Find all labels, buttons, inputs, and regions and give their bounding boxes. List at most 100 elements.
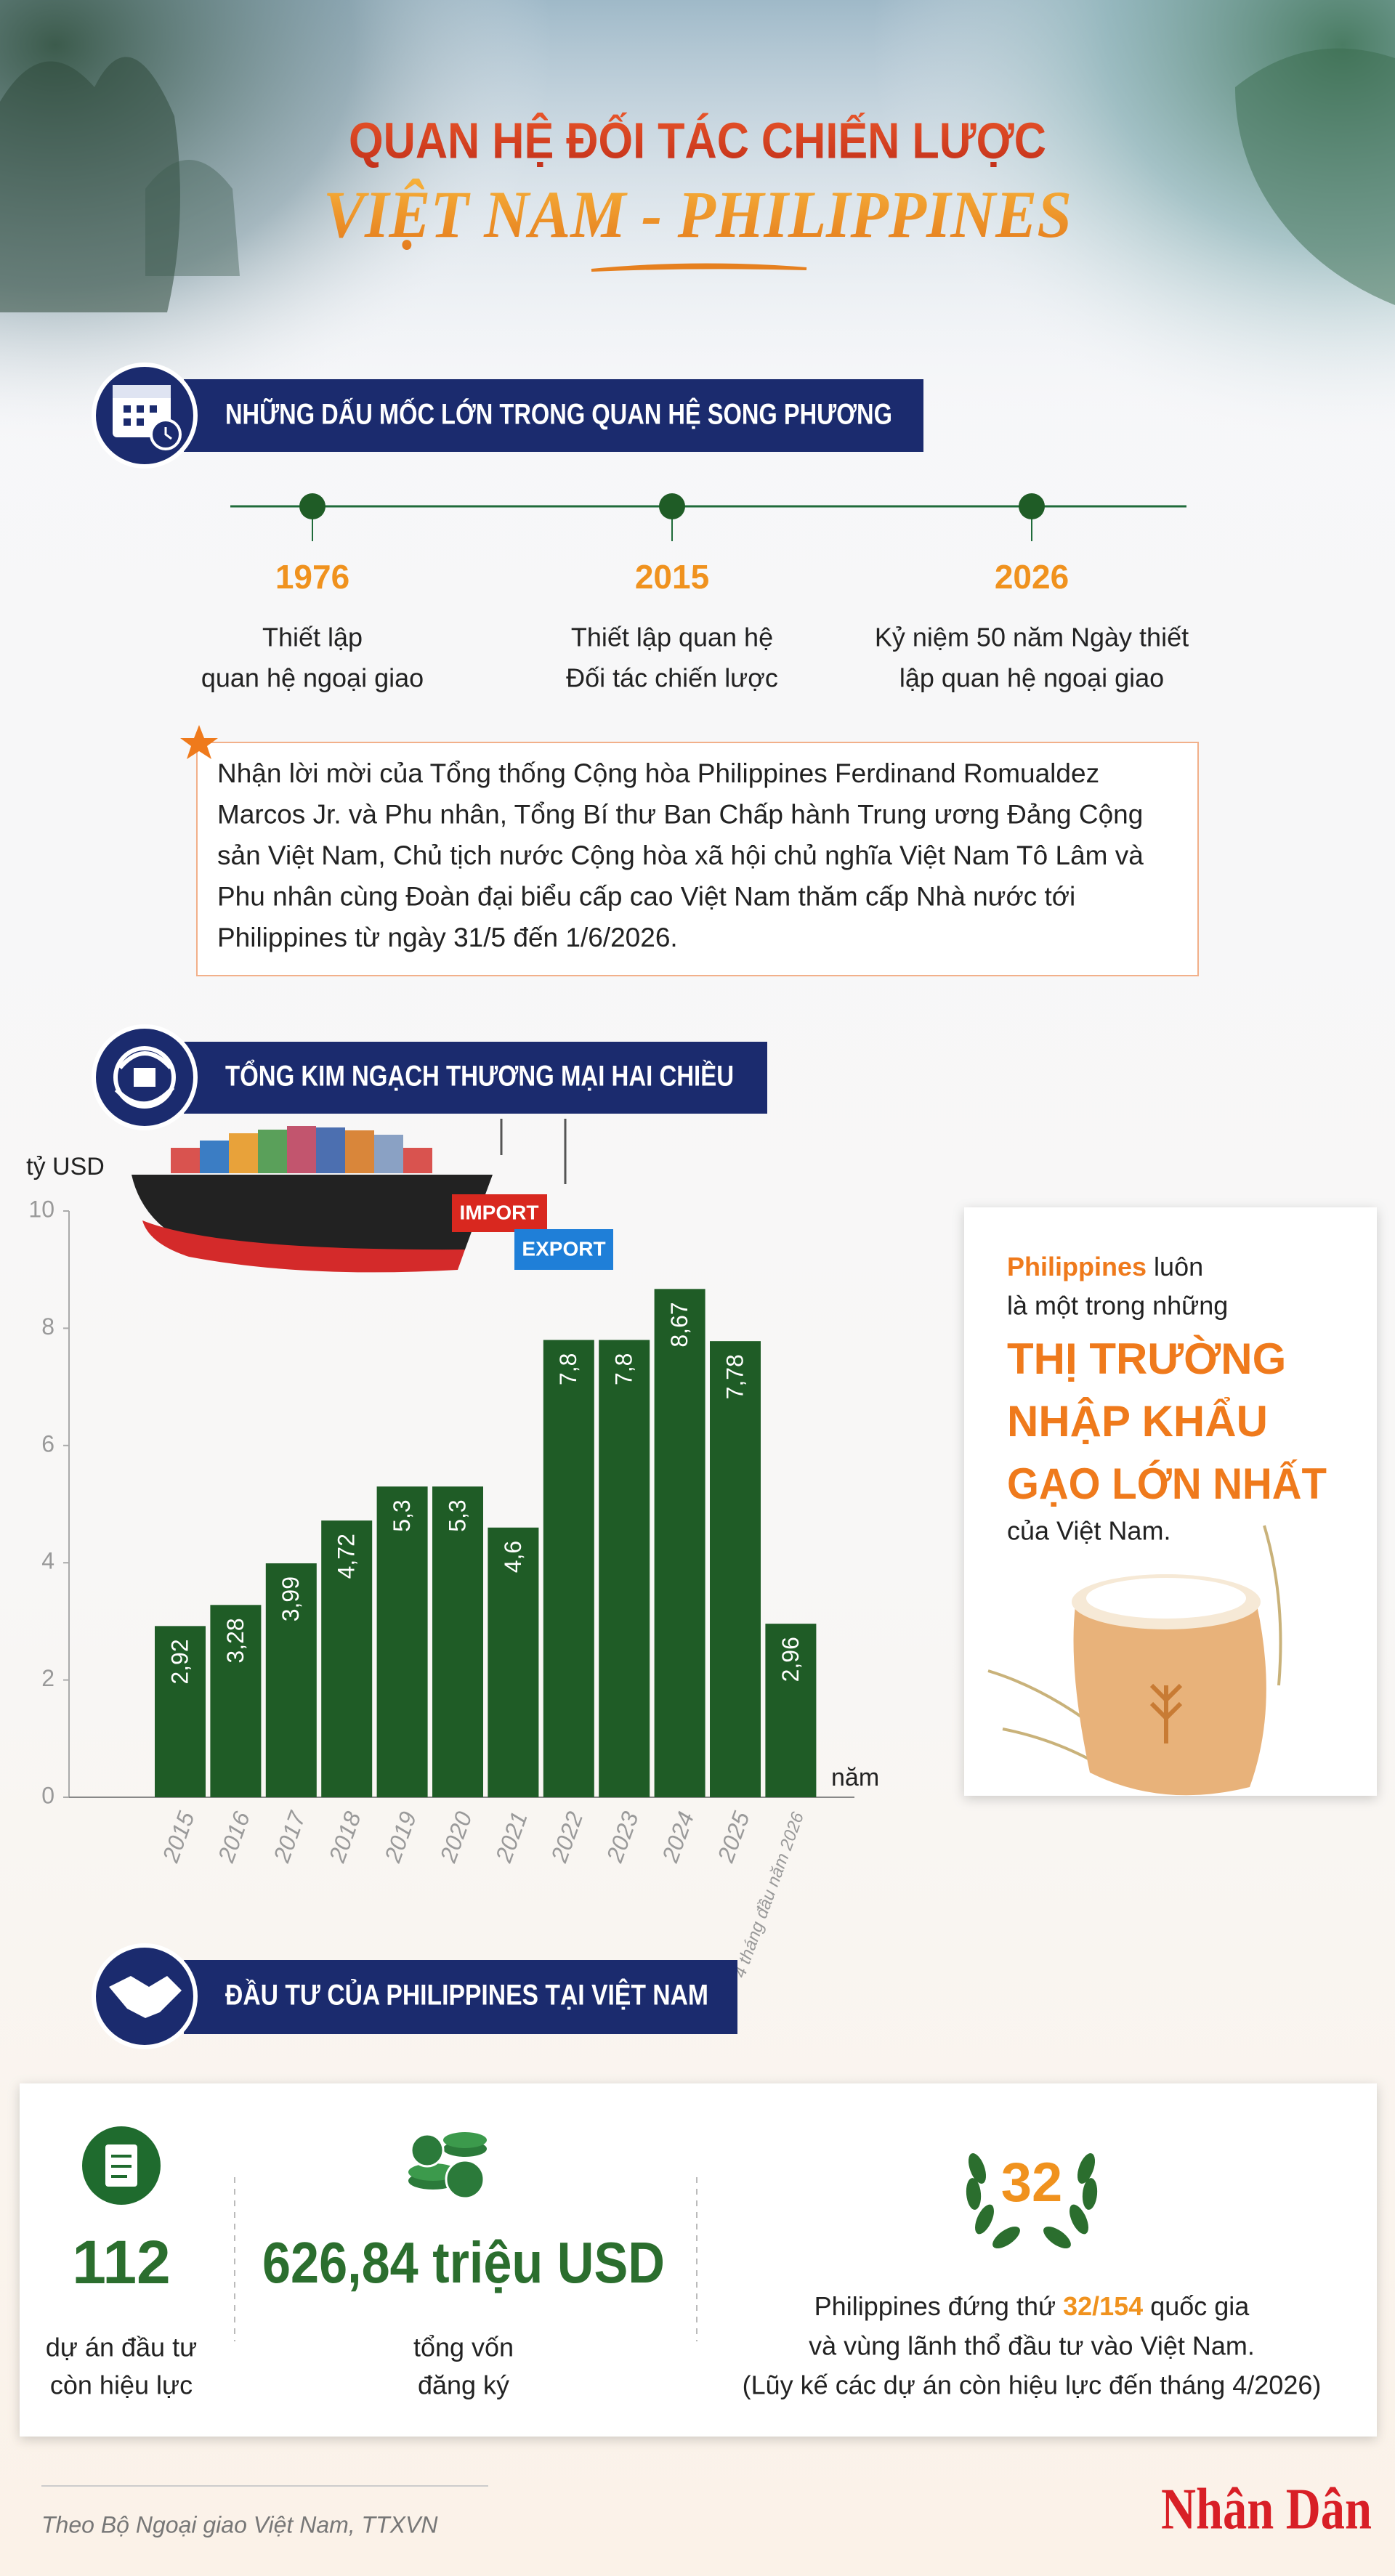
bar: [155, 1626, 206, 1797]
rank-line: Philippines đứng thứ 32/154 quốc gia: [814, 2291, 1250, 2321]
value-label: 5,3: [444, 1499, 470, 1531]
highlight-big: GẠO LỚN NHẤT: [1007, 1459, 1327, 1508]
bar: [710, 1341, 761, 1797]
note-line: Philippines từ ngày 31/5 đến 1/6/2026.: [217, 923, 678, 952]
bar: [376, 1486, 428, 1797]
highlight-line: của Việt Nam.: [1007, 1516, 1170, 1546]
bar-chart: 02468102,9220153,2820163,9920174,7220185…: [28, 1196, 854, 1980]
text: quốc gia: [1150, 2291, 1250, 2321]
projects-label: dự án đầu tư: [46, 2333, 197, 2362]
y-tick-label: 4: [41, 1548, 54, 1574]
note-line: Phu nhân cùng Đoàn đại biểu cấp cao Việt…: [217, 881, 1075, 911]
timeline-dot: [1019, 493, 1045, 519]
bar: [488, 1527, 539, 1797]
projects-value: 112: [72, 2228, 171, 2296]
bar: [654, 1289, 705, 1797]
note: Nhận lời mời của Tổng thống Cộng hòa Phi…: [217, 758, 1144, 952]
value-label: 7,78: [721, 1354, 748, 1399]
section-title: TỔNG KIM NGẠCH THƯƠNG MẠI HAI CHIỀU: [225, 1058, 734, 1093]
value-label: 3,28: [222, 1618, 248, 1663]
timeline-text: quan hệ ngoại giao: [201, 663, 424, 693]
value-label: 5,3: [389, 1499, 415, 1531]
timeline-year: 1976: [275, 558, 349, 596]
timeline-text: Thiết lập quan hệ: [571, 623, 773, 652]
note-box: [196, 742, 1199, 976]
value-label: 4,6: [500, 1541, 526, 1573]
rank-line: và vùng lãnh thổ đầu tư vào Việt Nam.: [809, 2331, 1255, 2361]
timeline-year: 2026: [995, 558, 1069, 596]
laurel-icon: [966, 2153, 1098, 2249]
capital-label: đăng ký: [418, 2370, 509, 2400]
y-tick-label: 2: [41, 1665, 54, 1691]
bar: [543, 1340, 594, 1797]
value-label: 8,67: [666, 1302, 692, 1347]
highlight-line: Philippines luôn: [1007, 1252, 1203, 1281]
rank-highlight: 32/154: [1063, 2291, 1143, 2321]
y-tick-label: 6: [41, 1430, 54, 1457]
main-title: QUAN HỆ ĐỐI TÁC CHIẾN LƯỢC: [349, 111, 1046, 169]
text: luôn: [1154, 1252, 1203, 1281]
island: [1235, 48, 1395, 306]
value-label: 7,8: [555, 1353, 581, 1385]
rice-sack-illustration: [987, 1525, 1282, 1796]
rank-badge: 32: [1001, 2152, 1063, 2214]
karst-mountain: [0, 57, 180, 312]
value-label: 7,8: [611, 1353, 637, 1385]
y-tick-label: 10: [28, 1196, 54, 1222]
x-axis-label: năm: [831, 1764, 879, 1791]
logo: Nhân Dân: [1161, 2477, 1372, 2541]
investment-box: [20, 2083, 1377, 2437]
timeline-text: Đối tác chiến lược: [566, 663, 778, 693]
timeline-year: 2015: [635, 558, 709, 596]
bar: [265, 1563, 317, 1797]
timeline-text: lập quan hệ ngoại giao: [899, 663, 1164, 693]
section-title: ĐẦU TƯ CỦA PHILIPPINES TẠI VIỆT NAM: [225, 1978, 708, 2012]
bar: [599, 1340, 650, 1797]
calendar-icon: [113, 385, 182, 450]
timeline-text: Kỷ niệm 50 năm Ngày thiết: [875, 623, 1189, 652]
bar: [321, 1520, 373, 1797]
note-line: Marcos Jr. và Phu nhân, Tổng Bí thư Ban …: [217, 799, 1143, 829]
globe-icon: [113, 1046, 176, 1109]
timeline: 1976 Thiết lập quan hệ ngoại giao 2015 Thiết…: [201, 493, 1189, 693]
bar: [765, 1624, 817, 1797]
capital-label: tổng vốn: [413, 2333, 514, 2362]
highlight-line: là một trong những: [1007, 1291, 1228, 1321]
section-bar: [184, 1042, 767, 1114]
rank-line: (Lũy kế các dự án còn hiệu lực đến tháng…: [743, 2370, 1322, 2400]
star-icon: [180, 725, 218, 759]
karst-mountain: [145, 160, 240, 276]
timeline-dot: [299, 493, 326, 519]
import-label: IMPORT: [460, 1201, 539, 1223]
money-icon: [408, 2132, 487, 2200]
y-tick-label: 8: [41, 1313, 54, 1340]
section-title: NHỮNG DẤU MỐC LỚN TRONG QUAN HỆ SONG PHƯ…: [225, 397, 892, 431]
title-underline: [591, 263, 807, 272]
value-label: 2,92: [166, 1639, 193, 1684]
section-bar: [184, 1960, 737, 2034]
projects-label: còn hiệu lực: [50, 2370, 193, 2400]
note-line: Nhận lời mời của Tổng thống Cộng hòa Phi…: [217, 758, 1099, 788]
project-icon: [82, 2126, 161, 2205]
highlight-big: NHẬP KHẨU: [1007, 1397, 1268, 1446]
section-bar: [184, 379, 923, 452]
note-line: sản Việt Nam, Chủ tịch nước Cộng hòa xã …: [217, 841, 1144, 870]
highlight-big: THỊ TRƯỜNG: [1007, 1334, 1286, 1383]
handshake-icon: [109, 1976, 182, 2018]
value-label: 3,99: [278, 1576, 304, 1621]
country: Philippines: [1007, 1252, 1147, 1281]
bar: [210, 1605, 262, 1797]
capital-value: 626,84 triệu USD: [262, 2230, 665, 2295]
text: Philippines đứng thứ: [814, 2291, 1056, 2321]
subtitle: VIỆT NAM - PHILIPPINES: [323, 177, 1072, 251]
value-label: 4,72: [333, 1534, 360, 1579]
timeline-text: Thiết lập: [262, 623, 363, 652]
ship-illustration: [132, 1119, 613, 1273]
y-axis-label: tỷ USD: [26, 1153, 105, 1180]
value-label: 2,96: [777, 1637, 804, 1682]
export-label: EXPORT: [522, 1237, 605, 1260]
source: Theo Bộ Ngoại giao Việt Nam, TTXVN: [41, 2511, 438, 2537]
